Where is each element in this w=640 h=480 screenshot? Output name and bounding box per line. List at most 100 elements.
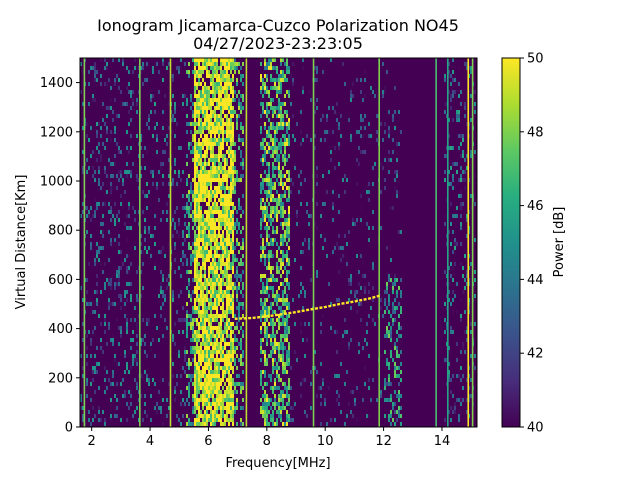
heatmap-cell xyxy=(210,150,212,154)
heatmap-cell xyxy=(284,266,286,270)
heatmap-cell xyxy=(226,126,228,130)
heatmap-cell xyxy=(236,286,238,290)
heatmap-cell xyxy=(230,402,232,406)
heatmap-cell xyxy=(234,282,236,286)
heatmap-cell xyxy=(284,254,286,258)
heatmap-cell xyxy=(216,190,218,194)
heatmap-cell xyxy=(208,210,210,214)
heatmap-cell xyxy=(276,226,278,230)
heatmap-cell xyxy=(240,278,242,282)
heatmap-cell xyxy=(288,378,290,382)
heatmap-cell xyxy=(446,154,448,158)
heatmap-cell xyxy=(232,298,234,302)
heatmap-cell xyxy=(204,222,206,226)
heatmap-cell xyxy=(112,186,114,190)
heatmap-cell xyxy=(282,390,284,394)
heatmap-cell xyxy=(224,274,226,278)
heatmap-cell xyxy=(202,318,204,322)
heatmap-cell xyxy=(238,330,240,334)
heatmap-cell xyxy=(200,106,202,110)
heatmap-cell xyxy=(400,362,402,366)
heatmap-cell xyxy=(266,342,268,346)
heatmap-cell xyxy=(270,238,272,242)
heatmap-cell xyxy=(350,94,352,98)
heatmap-cell xyxy=(114,162,116,166)
heatmap-cell xyxy=(268,250,270,254)
heatmap-cell xyxy=(286,302,288,306)
heatmap-cell xyxy=(226,86,228,90)
heatmap-cell xyxy=(194,138,196,142)
heatmap-cell xyxy=(82,150,84,154)
heatmap-cell xyxy=(240,386,242,390)
heatmap-cell xyxy=(118,342,120,346)
heatmap-cell xyxy=(104,122,106,126)
heatmap-cell xyxy=(218,230,220,234)
heatmap-cell xyxy=(218,302,220,306)
heatmap-cell xyxy=(186,374,188,378)
heatmap-cell xyxy=(382,314,384,318)
heatmap-cell xyxy=(220,106,222,110)
heatmap-cell xyxy=(200,266,202,270)
heatmap-cell xyxy=(448,350,450,354)
heatmap-cell xyxy=(202,402,204,406)
heatmap-cell xyxy=(110,86,112,90)
heatmap-cell xyxy=(236,390,238,394)
heatmap-cell xyxy=(126,102,128,106)
heatmap-cell xyxy=(362,150,364,154)
heatmap-cell xyxy=(224,166,226,170)
heatmap-cell xyxy=(288,342,290,346)
heatmap-cell xyxy=(452,278,454,282)
heatmap-cell xyxy=(280,82,282,86)
heatmap-cell xyxy=(226,238,228,242)
heatmap-cell xyxy=(448,410,450,414)
heatmap-cell xyxy=(202,350,204,354)
heatmap-cell xyxy=(448,74,450,78)
heatmap-cell xyxy=(304,378,306,382)
heatmap-cell xyxy=(116,290,118,294)
heatmap-cell xyxy=(230,334,232,338)
heatmap-cell xyxy=(222,122,224,126)
heatmap-cell xyxy=(264,146,266,150)
heatmap-cell xyxy=(292,266,294,270)
heatmap-cell xyxy=(270,406,272,410)
heatmap-cell xyxy=(82,406,84,410)
heatmap-cell xyxy=(292,62,294,66)
heatmap-cell xyxy=(382,90,384,94)
heatmap-cell xyxy=(280,126,282,130)
heatmap-cell xyxy=(354,222,356,226)
heatmap-cell xyxy=(390,334,392,338)
heatmap-cell xyxy=(460,402,462,406)
heatmap-cell xyxy=(148,122,150,126)
heatmap-cell xyxy=(222,206,224,210)
heatmap-cell xyxy=(92,214,94,218)
heatmap-cell xyxy=(226,246,228,250)
heatmap-cell xyxy=(116,406,118,410)
heatmap-cell xyxy=(194,218,196,222)
heatmap-cell xyxy=(282,398,284,402)
heatmap-cell xyxy=(104,366,106,370)
heatmap-cell xyxy=(180,290,182,294)
heatmap-cell xyxy=(278,90,280,94)
heatmap-cell xyxy=(270,398,272,402)
heatmap-cell xyxy=(200,218,202,222)
heatmap-cell xyxy=(292,298,294,302)
heatmap-cell xyxy=(304,410,306,414)
heatmap-cell xyxy=(230,126,232,130)
heatmap-cell xyxy=(226,310,228,314)
heatmap-cell xyxy=(196,418,198,422)
heatmap-cell xyxy=(394,186,396,190)
heatmap-cell xyxy=(320,386,322,390)
heatmap-cell xyxy=(236,274,238,278)
heatmap-cell xyxy=(202,178,204,182)
heatmap-cell xyxy=(288,330,290,334)
heatmap-cell xyxy=(464,350,466,354)
heatmap-cell xyxy=(390,398,392,402)
heatmap-cell xyxy=(172,294,174,298)
heatmap-cell xyxy=(140,234,142,238)
heatmap-cell xyxy=(360,318,362,322)
heatmap-cell xyxy=(80,354,82,358)
heatmap-cell xyxy=(270,62,272,66)
heatmap-cell xyxy=(128,202,130,206)
heatmap-cell xyxy=(396,410,398,414)
heatmap-cell xyxy=(198,398,200,402)
